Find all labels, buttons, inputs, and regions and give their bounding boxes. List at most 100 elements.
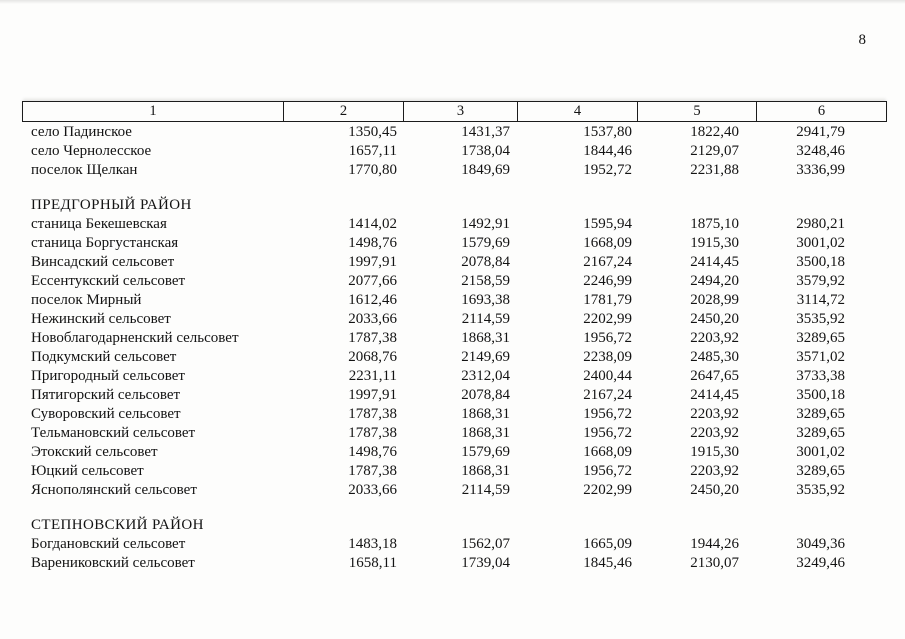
row-value: 2033,66	[348, 482, 397, 498]
table-row: поселок Мирный 1612,46 1693,38 1781,79 2…	[22, 291, 887, 310]
row-value: 1781,79	[583, 292, 632, 308]
row-value: 2231,11	[348, 368, 397, 384]
section-heading: ПРЕДГОРНЫЙ РАЙОН	[31, 197, 192, 213]
row-value: 3535,92	[796, 482, 845, 498]
row-name: Пятигорский сельсовет	[31, 387, 181, 403]
row-name: Суворовский сельсовет	[31, 406, 181, 422]
row-name: Новоблагодарненский сельсовет	[31, 330, 239, 346]
table-row: Богдановский сельсовет 1483,18 1562,07 1…	[22, 535, 887, 554]
row-value: 3289,65	[796, 406, 845, 422]
row-name: Богдановский сельсовет	[31, 536, 186, 552]
header-cell-1: 1	[22, 101, 284, 122]
page-number: 8	[858, 32, 867, 48]
row-value: 1770,80	[348, 162, 397, 178]
row-value: 2647,65	[690, 368, 739, 384]
row-value: 3289,65	[796, 425, 845, 441]
row-value: 2129,07	[690, 143, 739, 159]
row-value: 1868,31	[461, 463, 510, 479]
row-name: станица Боргустанская	[31, 235, 179, 251]
row-value: 2114,59	[461, 311, 510, 327]
row-value: 1498,76	[348, 235, 397, 251]
tariff-table: 1 2 3 4 5 6 село Падинское 1350,45 1431,…	[22, 101, 887, 573]
row-name: поселок Мирный	[31, 292, 142, 308]
row-value: 3114,72	[796, 292, 845, 308]
table-row: Подкумский сельсовет 2068,76 2149,69 223…	[22, 348, 887, 367]
table-row: Этокский сельсовет 1498,76 1579,69 1668,…	[22, 443, 887, 462]
row-value: 3249,46	[796, 555, 845, 571]
row-value: 2068,76	[348, 349, 397, 365]
row-value: 1845,46	[583, 555, 632, 571]
row-value: 1787,38	[348, 330, 397, 346]
row-value: 2167,24	[583, 387, 632, 403]
table-row: Пятигорский сельсовет 1997,91 2078,84 21…	[22, 386, 887, 405]
row-value: 2941,79	[796, 124, 845, 140]
row-value: 1868,31	[461, 330, 510, 346]
row-value: 1787,38	[348, 406, 397, 422]
row-value: 1668,09	[583, 444, 632, 460]
table-row: Варениковский сельсовет 1658,11 1739,04 …	[22, 554, 887, 573]
row-value: 1997,91	[348, 254, 397, 270]
table-row: Пригородный сельсовет 2231,11 2312,04 24…	[22, 367, 887, 386]
row-value: 3248,46	[796, 143, 845, 159]
row-value: 2077,66	[348, 273, 397, 289]
row-value: 2450,20	[690, 311, 739, 327]
row-name: поселок Щелкан	[31, 162, 138, 178]
row-value: 3289,65	[796, 330, 845, 346]
row-value: 3500,18	[796, 387, 845, 403]
table-header-row: 1 2 3 4 5 6	[22, 101, 887, 122]
row-value: 1657,11	[348, 143, 397, 159]
table-row: Новоблагодарненский сельсовет 1787,38 18…	[22, 329, 887, 348]
row-value: 3733,38	[796, 368, 845, 384]
row-value: 2414,45	[690, 387, 739, 403]
row-value: 2312,04	[461, 368, 510, 384]
table-row: Суворовский сельсовет 1787,38 1868,31 19…	[22, 405, 887, 424]
row-value: 2400,44	[583, 368, 632, 384]
row-value: 1414,02	[348, 216, 397, 232]
row-value: 1492,91	[461, 216, 510, 232]
row-value: 2485,30	[690, 349, 739, 365]
row-value: 1665,09	[583, 536, 632, 552]
row-value: 1431,37	[461, 124, 510, 140]
row-value: 2078,84	[461, 254, 510, 270]
table-row: Ессентукский сельсовет 2077,66 2158,59 2…	[22, 272, 887, 291]
row-value: 3336,99	[796, 162, 845, 178]
row-value: 1849,69	[461, 162, 510, 178]
header-cell-2: 2	[284, 101, 404, 122]
row-value: 1668,09	[583, 235, 632, 251]
table-row: Тельмановский сельсовет 1787,38 1868,31 …	[22, 424, 887, 443]
table-body: село Падинское 1350,45 1431,37 1537,80 1…	[22, 122, 887, 573]
table-row: Юцкий сельсовет 1787,38 1868,31 1956,72 …	[22, 462, 887, 481]
row-value: 3289,65	[796, 463, 845, 479]
row-name: Тельмановский сельсовет	[31, 425, 196, 441]
header-cell-5: 5	[638, 101, 757, 122]
row-value: 2202,99	[583, 482, 632, 498]
row-value: 1738,04	[461, 143, 510, 159]
table-row: село Чернолесское 1657,11 1738,04 1844,4…	[22, 142, 887, 161]
row-value: 1595,94	[583, 216, 632, 232]
row-value: 2203,92	[690, 463, 739, 479]
row-value: 3001,02	[796, 235, 845, 251]
row-value: 2202,99	[583, 311, 632, 327]
row-value: 1868,31	[461, 425, 510, 441]
row-name: Нежинский сельсовет	[31, 311, 171, 327]
row-name: село Падинское	[31, 124, 132, 140]
row-value: 1997,91	[348, 387, 397, 403]
row-value: 2980,21	[796, 216, 845, 232]
row-value: 1956,72	[583, 406, 632, 422]
row-value: 1483,18	[348, 536, 397, 552]
row-value: 1956,72	[583, 330, 632, 346]
row-value: 1612,46	[348, 292, 397, 308]
row-value: 2028,99	[690, 292, 739, 308]
table-row: Винсадский сельсовет 1997,91 2078,84 216…	[22, 253, 887, 272]
row-value: 2231,88	[690, 162, 739, 178]
row-value: 2130,07	[690, 555, 739, 571]
row-value: 2149,69	[461, 349, 510, 365]
row-value: 3535,92	[796, 311, 845, 327]
row-value: 2494,20	[690, 273, 739, 289]
row-value: 2414,45	[690, 254, 739, 270]
row-value: 3001,02	[796, 444, 845, 460]
row-value: 1787,38	[348, 425, 397, 441]
table-row: станица Боргустанская 1498,76 1579,69 16…	[22, 234, 887, 253]
row-value: 3571,02	[796, 349, 845, 365]
row-value: 1915,30	[690, 444, 739, 460]
